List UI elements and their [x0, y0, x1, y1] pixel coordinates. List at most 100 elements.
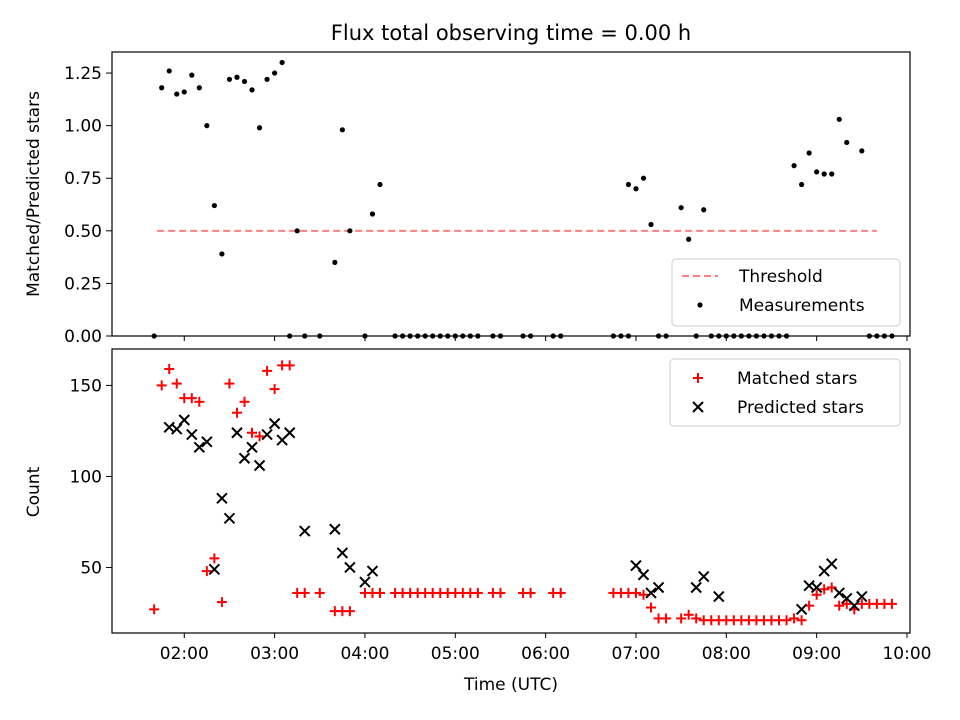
predicted-star-point — [833, 587, 845, 599]
measurement-point — [272, 70, 278, 76]
measurement-point — [377, 181, 383, 188]
matched-star-point — [375, 587, 386, 598]
matched-star-point — [314, 587, 325, 598]
measurement-point — [339, 127, 345, 133]
matched-star-point — [209, 553, 220, 564]
predicted-star-point — [201, 436, 213, 448]
predicted-x-b — [336, 547, 349, 559]
bottom-x-tick-label: 10:00 — [882, 644, 931, 664]
measurement-point — [821, 171, 827, 177]
bottom-y-axis-label: Count — [24, 466, 44, 517]
predicted-x-b — [201, 436, 213, 448]
predicted-x-b — [841, 592, 853, 605]
predicted-star-point — [268, 417, 281, 430]
matched-star-point — [194, 396, 205, 407]
measurement-point — [829, 171, 835, 177]
matched-star-point — [299, 587, 310, 598]
measurement-point — [226, 76, 233, 82]
predicted-x-b — [253, 459, 266, 472]
predicted-star-point — [690, 581, 702, 594]
measurement-point — [347, 228, 353, 234]
measurement-point — [211, 202, 217, 209]
predicted-x-b — [637, 569, 650, 581]
matched-star-point — [811, 589, 822, 600]
matched-star-point — [683, 609, 694, 620]
predicted-x-b — [630, 559, 642, 572]
predicted-x-b — [171, 423, 183, 435]
top-legend-box — [671, 258, 901, 327]
top-y-tick-label: 1.00 — [64, 117, 102, 137]
matched-star-point — [171, 378, 182, 389]
predicted-x-b — [652, 581, 665, 594]
bottom-plot-area — [149, 360, 897, 626]
matched-star-point — [149, 604, 160, 615]
bottom-y-ticks: 50 100 150 — [70, 376, 112, 578]
predicted-star-point — [283, 427, 296, 439]
measurement-point — [806, 150, 812, 156]
matched-star-point — [269, 384, 280, 395]
measurement-point — [219, 251, 225, 257]
bottom-x-tick-label: 04:00 — [340, 644, 389, 664]
predicted-star-point — [344, 561, 356, 574]
predicted-star-point — [231, 427, 243, 439]
measurement-point — [256, 125, 263, 131]
measurement-point — [264, 76, 270, 82]
matched-star-point — [231, 407, 242, 418]
matched-star-point — [344, 606, 355, 617]
predicted-star-point — [630, 559, 642, 572]
predicted-star-point — [366, 565, 379, 577]
predicted-x-b — [299, 525, 311, 537]
matched-star-point — [646, 602, 657, 613]
matched-star-point — [819, 584, 830, 595]
bottom-y-tick-label: 100 — [70, 467, 102, 487]
predicted-star-point — [238, 452, 251, 464]
matched-star-point — [472, 587, 483, 598]
measurement-point — [814, 169, 820, 175]
predicted-x-b — [810, 581, 823, 594]
bottom-legend-box — [669, 358, 901, 427]
predicted-star-point — [359, 576, 371, 588]
matched-star-point — [239, 396, 250, 407]
measurement-point — [249, 87, 255, 93]
measurement-point — [332, 259, 338, 265]
predicted-star-point — [186, 428, 198, 441]
predicted-star-point — [216, 492, 228, 504]
matched-star-point — [841, 598, 852, 609]
matched-star-point — [691, 613, 702, 624]
matched-star-point — [638, 589, 649, 600]
predicted-star-point — [299, 525, 311, 537]
matched-star-point — [156, 380, 167, 391]
matched-star-point — [201, 566, 212, 577]
predicted-star-point — [336, 547, 349, 559]
matched-star-point — [284, 360, 295, 371]
measurement-point — [159, 85, 165, 91]
predicted-star-point — [848, 599, 860, 612]
bottom-x-tick-label: 03:00 — [250, 644, 299, 664]
predicted-star-point — [253, 459, 266, 472]
matched-star-point — [886, 598, 897, 609]
matched-star-point — [262, 365, 273, 376]
bottom-x-tick-label: 08:00 — [702, 644, 751, 664]
matched-star-point — [186, 393, 197, 404]
bottom-x-tick-label: 09:00 — [792, 644, 841, 664]
matched-star-point — [630, 587, 641, 598]
measurement-point — [798, 181, 805, 188]
predicted-star-point — [795, 603, 808, 616]
x-axis-label: Time (UTC) — [463, 675, 558, 695]
matched-star-point — [834, 600, 845, 611]
measurement-point — [166, 68, 172, 74]
matched-star-point — [164, 364, 175, 375]
bottom-x-tick-label: 02:00 — [160, 644, 209, 664]
measurement-point — [189, 72, 195, 78]
measurement-point — [181, 89, 187, 95]
predicted-star-point — [652, 581, 665, 594]
measurement-point — [294, 228, 300, 234]
measurement-point — [174, 91, 180, 97]
predicted-x-b — [268, 417, 281, 430]
top-y-tick-label: 0.25 — [64, 274, 102, 294]
predicted-x-b — [208, 563, 221, 575]
legend-predicted-label: Predicted stars — [737, 398, 864, 418]
top-panel: 0.00 0.25 0.50 0.75 1.00 1.25 Matched/Predict… — [24, 51, 911, 347]
predicted-x-b — [848, 599, 860, 612]
